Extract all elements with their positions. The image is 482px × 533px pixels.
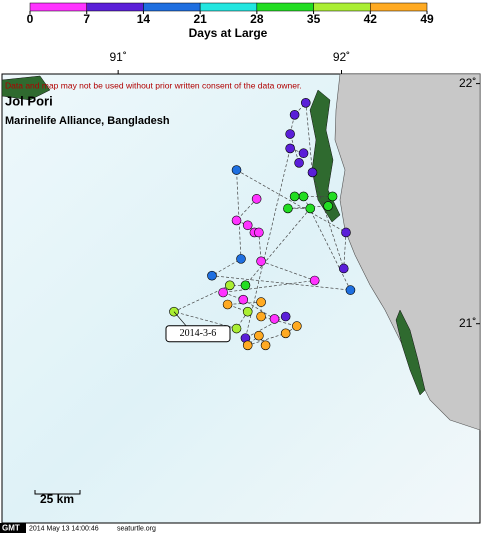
location-point [327, 191, 338, 202]
colorbar-tick-label: 49 [420, 12, 434, 26]
colorbar-tick-label: 42 [364, 12, 378, 26]
location-point [222, 299, 233, 310]
location-point [251, 194, 262, 204]
location-point [238, 294, 249, 305]
location-point [207, 270, 217, 281]
location-point [338, 263, 349, 274]
location-point [305, 203, 316, 214]
map-title: Jol Pori [5, 93, 53, 108]
location-point [280, 311, 291, 322]
x-tick-label: 92˚ [333, 50, 350, 64]
colorbar-segment [86, 2, 144, 12]
location-point [300, 98, 311, 108]
location-point [254, 330, 264, 341]
scale-label: 25 km [40, 492, 74, 506]
location-point [294, 158, 304, 168]
mangrove [1, 75, 426, 396]
location-point [289, 191, 300, 202]
location-point [231, 215, 242, 226]
location-point [280, 328, 291, 339]
location-point [285, 129, 295, 139]
callout-pointer [173, 311, 187, 326]
location-point [292, 321, 302, 331]
location-point [225, 280, 235, 291]
location-point [285, 143, 295, 154]
timestamp: 2014 May 13 14:00:46 [29, 525, 99, 532]
colorbar-segment [199, 2, 258, 12]
scale-bar [34, 490, 81, 495]
location-point [231, 323, 242, 334]
location-point [309, 275, 320, 286]
colorbar-tick-label: 28 [250, 12, 264, 26]
logo-box [0, 523, 26, 533]
y-tick-label: 22˚ [459, 76, 476, 90]
location-point [307, 167, 318, 178]
colorbar-tick-label: 35 [307, 12, 321, 26]
location-point [231, 165, 242, 175]
land [334, 73, 481, 431]
colorbar-tick-label: 0 [27, 12, 34, 26]
location-point [218, 287, 228, 298]
location-point [256, 311, 266, 322]
location-point [242, 220, 253, 231]
colorbar-tick-label: 21 [193, 12, 207, 26]
location-point [298, 191, 309, 202]
location-point [260, 340, 271, 351]
notice: Data and map may not be used without pri… [5, 80, 302, 90]
x-tick-label: 91˚ [109, 50, 126, 64]
callout-box [165, 325, 231, 343]
colorbar-segment [370, 2, 428, 12]
location-point [256, 256, 266, 267]
map-subtitle: Marinelife Alliance, Bangladesh [5, 115, 170, 127]
colorbar-segment [256, 2, 314, 12]
location-point [254, 227, 264, 238]
colorbar-tick-label: 14 [137, 12, 151, 26]
location-point [341, 227, 351, 238]
location-point [242, 306, 253, 317]
location-point [323, 201, 333, 211]
location-point [256, 297, 266, 307]
colorbar-segment [29, 2, 87, 12]
colorbar-label: Days at Large [189, 26, 268, 40]
colorbar-segment [313, 2, 371, 12]
location-point [345, 285, 356, 295]
location-point [236, 254, 246, 264]
location-point [269, 314, 280, 324]
colorbar-tick-label: 7 [83, 12, 90, 26]
location-point [283, 203, 293, 214]
site: seaturtle.org [117, 525, 156, 532]
logo: GMT [2, 524, 20, 533]
y-tick-label: 21˚ [459, 316, 476, 330]
callout-label: 2014-3-6 [180, 328, 217, 339]
location-point [298, 148, 309, 159]
location-point [289, 110, 300, 120]
colorbar-segment [143, 2, 201, 12]
location-point [242, 340, 253, 351]
location-point [240, 280, 251, 291]
